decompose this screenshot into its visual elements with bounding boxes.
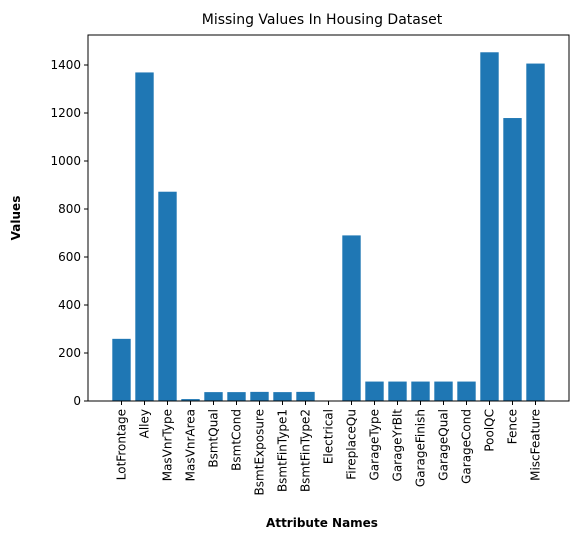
bar-BsmtExposure bbox=[250, 391, 269, 401]
x-tick-label: Fence bbox=[506, 409, 520, 444]
x-tick-label: MasVnrType bbox=[161, 409, 175, 481]
bar-BsmtCond bbox=[227, 392, 246, 401]
x-tick-label: BsmtFinType1 bbox=[276, 409, 290, 492]
x-tick-label: GarageQual bbox=[437, 409, 451, 481]
y-tick-label: 0 bbox=[73, 394, 81, 408]
x-tick-label: Electrical bbox=[322, 409, 336, 464]
y-axis-ticks: 0 200 400 600 800 1000 1200 1400 bbox=[50, 58, 88, 408]
plot-frame bbox=[87, 34, 570, 402]
bars-layer bbox=[112, 52, 545, 402]
chart-title: Missing Values In Housing Dataset bbox=[202, 12, 443, 28]
x-tick-label: BsmtFinType2 bbox=[299, 409, 313, 492]
bar-GarageCond bbox=[457, 381, 476, 401]
x-tick-label: GarageType bbox=[368, 409, 382, 481]
bar-Alley bbox=[135, 72, 154, 401]
bar-BsmtFinType2 bbox=[296, 391, 315, 401]
x-tick-label: BsmtCond bbox=[230, 409, 244, 471]
x-axis-label: Attribute Names bbox=[266, 516, 378, 530]
x-tick-label: PoolQC bbox=[483, 409, 497, 452]
y-tick-label: 1000 bbox=[50, 154, 81, 168]
x-axis-ticks: LotFrontage Alley MasVnrType MasVnrArea Bsmt… bbox=[115, 401, 543, 495]
y-tick-label: 600 bbox=[58, 250, 81, 264]
y-axis-label: Values bbox=[9, 196, 23, 241]
y-tick-label: 1200 bbox=[50, 106, 81, 120]
x-tick-label: Alley bbox=[138, 409, 152, 438]
y-tick-label: 200 bbox=[58, 346, 81, 360]
bar-FireplaceQu bbox=[342, 235, 361, 401]
x-tick-label: GarageFinish bbox=[414, 409, 428, 487]
bar-GarageQual bbox=[434, 381, 453, 401]
y-tick-label: 1400 bbox=[50, 58, 81, 72]
x-tick-label: GarageCond bbox=[460, 409, 474, 484]
x-tick-label: MiscFeature bbox=[529, 409, 543, 481]
x-tick-label: LotFrontage bbox=[115, 409, 129, 480]
x-tick-label: BsmtQual bbox=[207, 409, 221, 468]
bar-LotFrontage bbox=[112, 338, 131, 401]
x-tick-label: MasVnrArea bbox=[184, 409, 198, 481]
bar-Fence bbox=[503, 118, 522, 401]
bar-GarageFinish bbox=[411, 381, 430, 401]
bar-GarageYrBlt bbox=[388, 381, 407, 401]
y-tick-label: 800 bbox=[58, 202, 81, 216]
bar-GarageType bbox=[365, 381, 384, 401]
bar-MasVnrArea bbox=[181, 399, 200, 401]
bar-BsmtFinType1 bbox=[273, 392, 292, 401]
x-tick-label: FireplaceQu bbox=[345, 409, 359, 480]
bar-PoolQC bbox=[480, 52, 499, 401]
x-tick-label: GarageYrBlt bbox=[391, 409, 405, 482]
bar-BsmtQual bbox=[204, 392, 223, 401]
y-tick-label: 400 bbox=[58, 298, 81, 312]
bar-MiscFeature bbox=[526, 63, 545, 402]
x-tick-label: BsmtExposure bbox=[253, 409, 267, 495]
bar-MasVnrType bbox=[158, 191, 177, 401]
